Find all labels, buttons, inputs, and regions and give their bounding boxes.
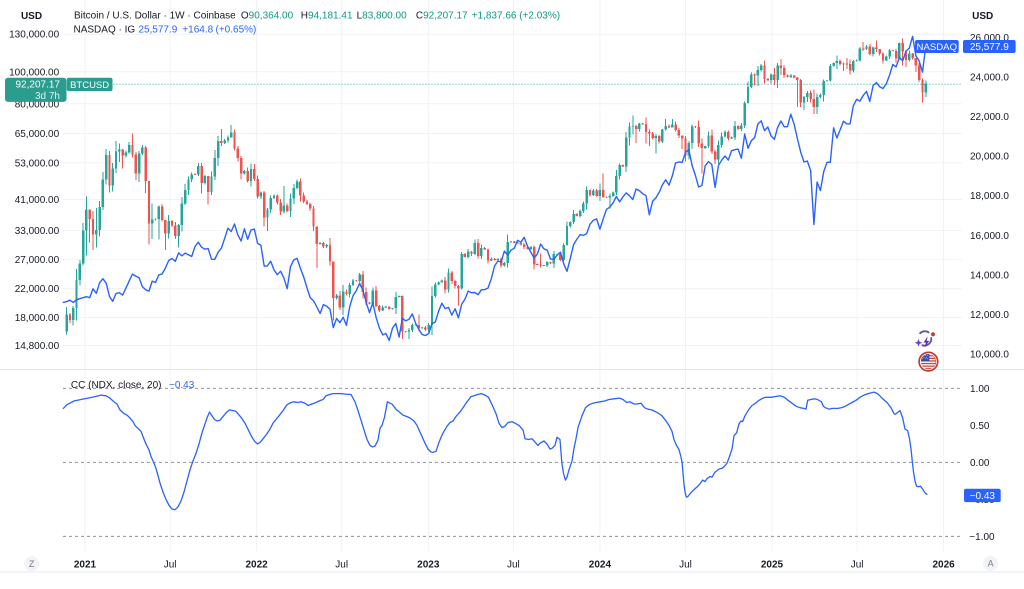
svg-text:Bitcoin / U.S. Dollar · 1W · C: Bitcoin / U.S. Dollar · 1W · Coinbase: [74, 11, 236, 22]
svg-text:33,000.00: 33,000.00: [15, 226, 60, 237]
svg-text:Jul: Jul: [679, 559, 692, 570]
svg-text:26,000.0: 26,000.0: [970, 33, 1009, 44]
svg-text:12,000.0: 12,000.0: [970, 310, 1009, 321]
svg-text:65,000.00: 65,000.00: [15, 129, 60, 140]
svg-text:27,000.00: 27,000.00: [15, 255, 60, 266]
svg-text:Z: Z: [29, 559, 35, 569]
svg-text:18,000.00: 18,000.00: [15, 313, 60, 324]
svg-text:1.00: 1.00: [970, 384, 990, 395]
svg-text:25,577.9+164.8(+0.65%): 25,577.9 +164.8 (+0.65%): [138, 25, 256, 36]
svg-text:20,000.0: 20,000.0: [970, 152, 1009, 163]
svg-text:3d 7h: 3d 7h: [35, 91, 60, 102]
svg-text:Jul: Jul: [507, 559, 520, 570]
svg-text:10,000.0: 10,000.0: [970, 350, 1009, 361]
svg-text:CC (NDX, close, 20): CC (NDX, close, 20): [71, 380, 162, 391]
svg-text:22,000.0: 22,000.0: [970, 112, 1009, 123]
svg-text:22,000.00: 22,000.00: [15, 284, 60, 295]
svg-text:18,000.0: 18,000.0: [970, 191, 1009, 202]
svg-text:−0.43: −0.43: [970, 491, 996, 502]
svg-text:25,577.9: 25,577.9: [970, 42, 1009, 53]
svg-text:USD: USD: [972, 11, 993, 22]
svg-text:16,000.0: 16,000.0: [970, 231, 1009, 242]
svg-text:2026: 2026: [932, 559, 955, 570]
svg-text:130,000.00: 130,000.00: [9, 30, 59, 41]
svg-text:100,000.00: 100,000.00: [9, 67, 59, 78]
svg-text:Jul: Jul: [164, 559, 177, 570]
svg-text:0.00: 0.00: [970, 458, 990, 469]
svg-text:USD: USD: [21, 11, 42, 22]
svg-text:92,207.17: 92,207.17: [16, 80, 61, 91]
svg-text:2024: 2024: [589, 559, 612, 570]
svg-text:2022: 2022: [245, 559, 268, 570]
svg-text:41,000.00: 41,000.00: [15, 195, 60, 206]
svg-text:14,800.00: 14,800.00: [15, 341, 60, 352]
svg-text:Jul: Jul: [335, 559, 348, 570]
svg-text:A: A: [988, 559, 994, 569]
svg-text:2025: 2025: [761, 559, 784, 570]
svg-text:−1.00: −1.00: [969, 532, 995, 543]
svg-text:2021: 2021: [74, 559, 97, 570]
svg-text:−0.43: −0.43: [169, 380, 195, 391]
svg-text:0.50: 0.50: [970, 421, 990, 432]
svg-text:NASDAQ · IG: NASDAQ · IG: [74, 25, 136, 36]
svg-text:Jul: Jul: [851, 559, 864, 570]
svg-text:80,000.00: 80,000.00: [15, 99, 60, 110]
svg-text:BTCUSD: BTCUSD: [70, 80, 109, 91]
svg-text:14,000.0: 14,000.0: [970, 270, 1009, 281]
svg-text:NASDAQ: NASDAQ: [917, 42, 958, 53]
svg-text:2023: 2023: [417, 559, 440, 570]
svg-text:53,000.00: 53,000.00: [15, 158, 60, 169]
svg-text:24,000.0: 24,000.0: [970, 72, 1009, 83]
